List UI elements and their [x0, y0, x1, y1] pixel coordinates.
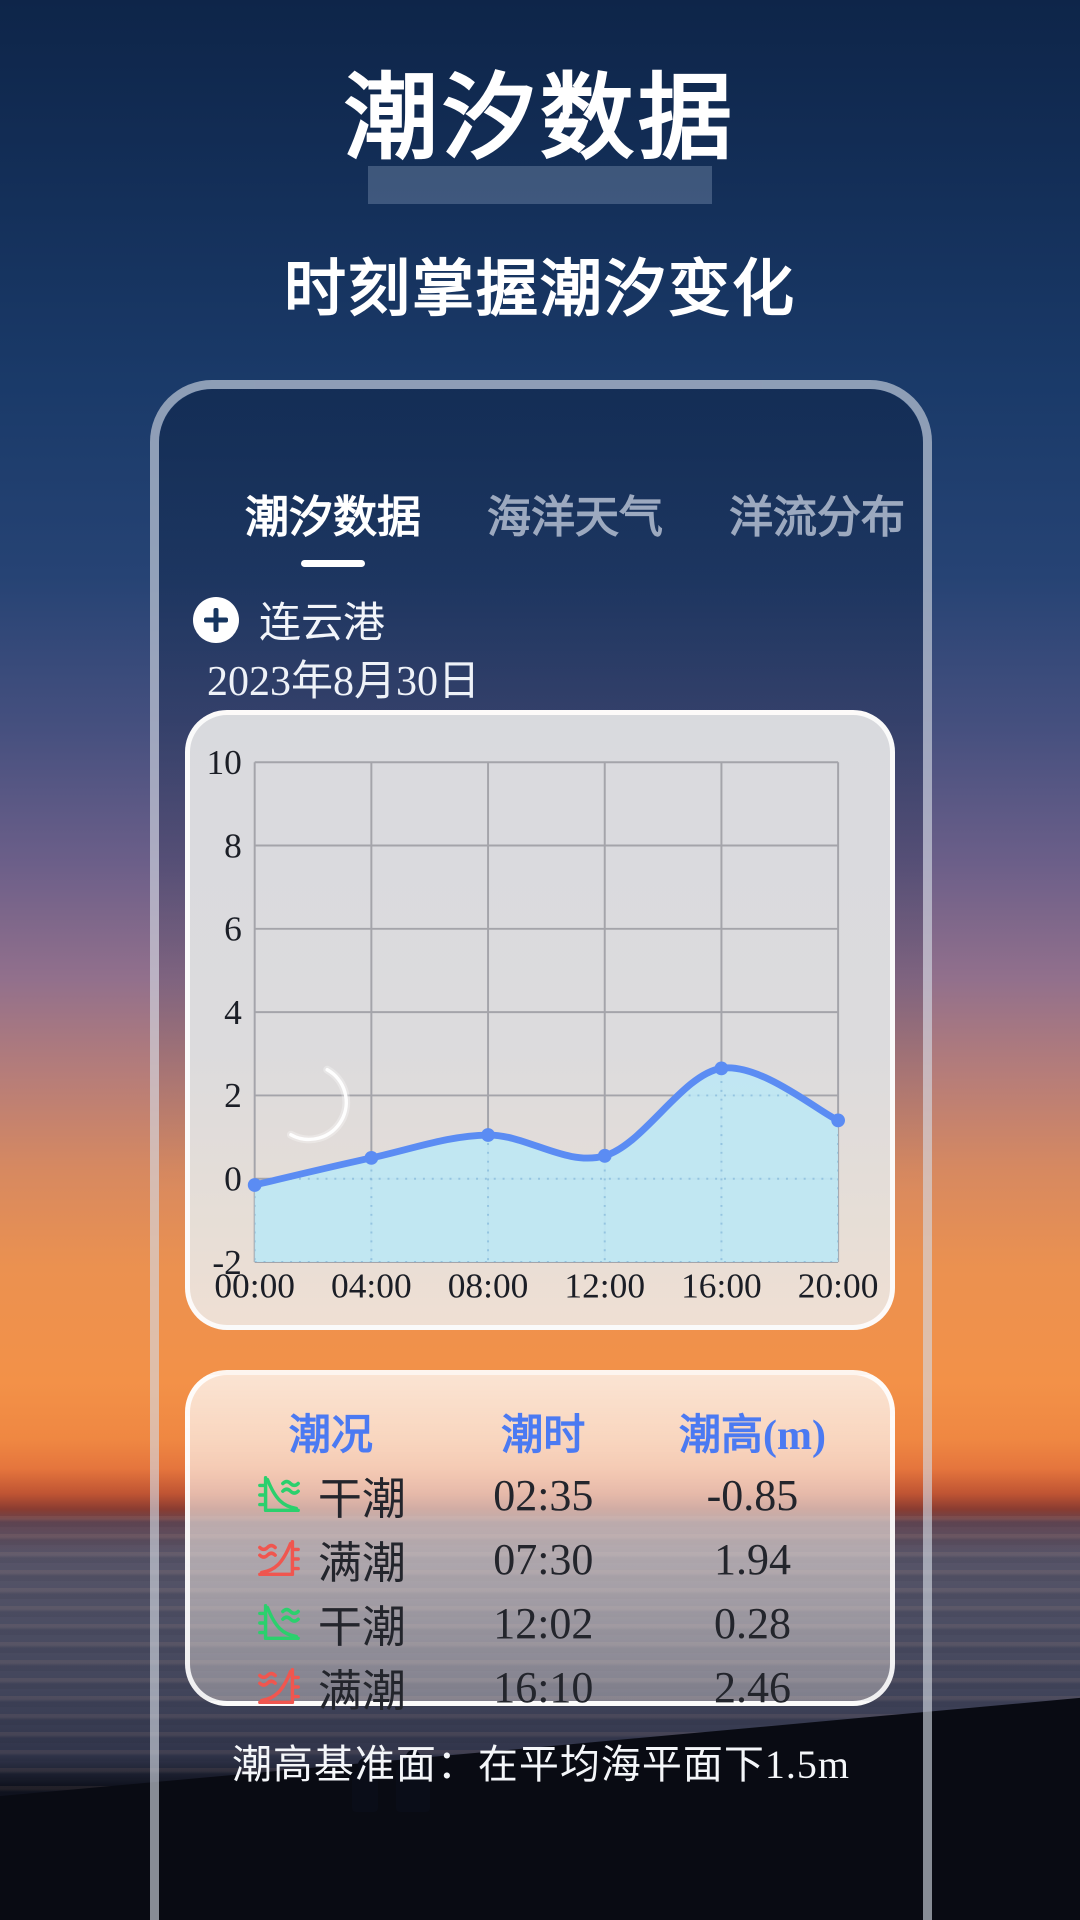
tide-time: 12:02	[493, 1598, 594, 1648]
date-label: 2023年8月30日	[207, 659, 481, 705]
person-silhouette	[352, 1770, 378, 1812]
tab-label: 洋流分布	[729, 493, 905, 542]
tide-area	[254, 1067, 839, 1263]
axis-labels: 10 8 6 4 2 0 -200:00 04:00 08:00 12:00 16:00 20:00	[206, 742, 878, 1305]
svg-text:20:00: 20:00	[798, 1265, 879, 1305]
tab-ocean-weather[interactable]: 海洋天气	[487, 481, 663, 545]
header: 潮汐数据	[0, 58, 1080, 204]
table-header-row: 潮况 潮时 潮高(m)	[208, 1401, 872, 1459]
svg-text:2: 2	[224, 1075, 242, 1115]
svg-text:04:00: 04:00	[331, 1265, 412, 1305]
tide-time: 02:35	[493, 1470, 594, 1520]
location-row: 连云港	[193, 589, 385, 650]
table-row: 满潮 16:10 2.46	[208, 1655, 872, 1719]
crescent-moon-icon	[289, 1067, 348, 1142]
svg-text:4: 4	[224, 992, 242, 1032]
person-silhouette	[396, 1762, 430, 1812]
page-subtitle: 时刻掌握潮汐变化	[283, 256, 796, 324]
tab-tide-data[interactable]: 潮汐数据	[245, 481, 421, 567]
table-row: 干潮 12:02 0.28	[208, 1591, 872, 1655]
tide-height: 0.28	[713, 1598, 791, 1648]
svg-text:6: 6	[224, 909, 242, 949]
location-name: 连云港	[259, 601, 386, 647]
tide-type: 满潮	[317, 1667, 406, 1716]
col-header-tide-state: 潮况	[288, 1413, 373, 1459]
datum-note: 潮高基准面：在平均海平面下1.5m	[231, 1742, 851, 1787]
active-tab-underline	[301, 560, 365, 567]
tide-time: 07:30	[493, 1534, 594, 1584]
tide-trend-icon	[256, 1600, 302, 1646]
tab-label: 海洋天气	[487, 493, 663, 542]
tide-chart: 10 8 6 4 2 0 -200:00 04:00 08:00 12:00 16:00 20:00	[206, 742, 878, 1305]
table-row: 满潮 07:30 1.94	[208, 1527, 872, 1591]
tide-type: 干潮	[317, 1603, 406, 1652]
svg-text:00:00: 00:00	[214, 1265, 295, 1305]
tide-type: 干潮	[317, 1475, 406, 1524]
tab-bar: 潮汐数据 海洋天气 洋流分布	[245, 481, 905, 567]
tab-current-distribution[interactable]: 洋流分布	[729, 481, 905, 545]
tide-chart-card: 10 8 6 4 2 0 -2 00:00 04:00 08:00 12:00 16:00 20:00	[185, 710, 895, 1330]
table-row: 干潮 02:35 -0.85	[208, 1463, 872, 1527]
plus-icon	[193, 596, 239, 643]
svg-text:-2: -2	[212, 1242, 242, 1282]
tide-trend-icon	[256, 1472, 302, 1518]
svg-text:0: 0	[224, 1159, 242, 1199]
col-header-tide-time: 潮时	[501, 1413, 586, 1459]
page-title: 潮汐数据	[343, 67, 736, 171]
data-points	[247, 1061, 845, 1192]
tab-label: 潮汐数据	[245, 493, 421, 542]
svg-text:08:00: 08:00	[448, 1265, 529, 1305]
tide-height: -0.85	[706, 1470, 799, 1520]
tide-time: 16:10	[493, 1662, 594, 1712]
svg-text:12:00: 12:00	[564, 1265, 645, 1305]
tide-height: 1.94	[713, 1534, 791, 1584]
tide-trend-icon	[256, 1664, 302, 1710]
svg-text:10: 10	[206, 742, 241, 782]
tide-height: 2.46	[713, 1662, 791, 1712]
svg-text:8: 8	[224, 825, 242, 865]
add-location-button[interactable]	[193, 596, 239, 643]
tide-type: 满潮	[317, 1539, 406, 1588]
tide-trend-icon	[256, 1536, 302, 1582]
col-header-tide-height: 潮高(m)	[678, 1413, 826, 1459]
svg-text:16:00: 16:00	[681, 1265, 762, 1305]
title-highlight-bar	[368, 166, 712, 204]
dotted-gridlines	[254, 1067, 839, 1263]
tide-table-card: 潮况 潮时 潮高(m) 干潮 02:35 -0.85	[185, 1370, 895, 1716]
phone-frame: 潮汐数据 海洋天气 洋流分布 连云港 2023年8月30日	[150, 380, 932, 1920]
